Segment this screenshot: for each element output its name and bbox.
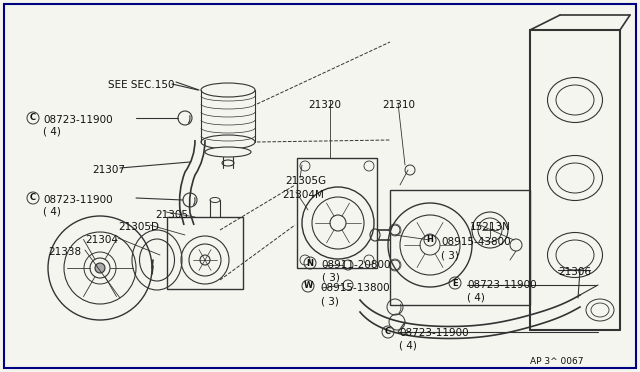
Bar [390, 190, 530, 305]
Text: H: H [427, 235, 433, 244]
Text: ( 3): ( 3) [441, 250, 459, 260]
Circle shape [330, 215, 346, 231]
Text: 21320: 21320 [308, 100, 341, 110]
Text: 08915-43800: 08915-43800 [441, 237, 511, 247]
Text: 21338: 21338 [48, 247, 81, 257]
Circle shape [95, 263, 105, 273]
Text: 21307: 21307 [92, 165, 125, 175]
Text: W: W [303, 282, 312, 291]
Text: C: C [30, 193, 36, 202]
Circle shape [200, 255, 210, 265]
Text: N: N [307, 259, 314, 267]
Text: 21304: 21304 [85, 235, 118, 245]
Text: 08915-13800: 08915-13800 [320, 283, 390, 293]
Bar [167, 217, 243, 289]
Text: SEE SEC.150: SEE SEC.150 [108, 80, 175, 90]
Text: 21310: 21310 [382, 100, 415, 110]
Text: 21306: 21306 [558, 267, 591, 277]
Text: 08911-20800: 08911-20800 [321, 260, 390, 270]
Text: ( 4): ( 4) [399, 341, 417, 351]
Text: 08723-11900: 08723-11900 [43, 115, 113, 125]
Text: C: C [30, 113, 36, 122]
Text: AP 3^ 0067: AP 3^ 0067 [530, 357, 584, 366]
Text: 08723-11900: 08723-11900 [43, 195, 113, 205]
Bar [297, 158, 377, 268]
Text: E: E [452, 279, 458, 288]
Circle shape [90, 258, 110, 278]
Text: ( 4): ( 4) [43, 126, 61, 136]
Circle shape [420, 235, 440, 255]
Text: 08723-11900: 08723-11900 [467, 280, 536, 290]
Text: C: C [385, 327, 391, 337]
Text: 21305G: 21305G [285, 176, 326, 186]
Text: 15213N: 15213N [470, 222, 511, 232]
Text: ( 4): ( 4) [43, 207, 61, 217]
Text: 21304M: 21304M [282, 190, 324, 200]
Text: 08723-11900: 08723-11900 [399, 328, 468, 338]
Text: ( 4): ( 4) [467, 293, 485, 303]
Text: 21305D: 21305D [118, 222, 159, 232]
Ellipse shape [205, 147, 251, 157]
Text: ( 3): ( 3) [321, 296, 339, 306]
Text: ( 3): ( 3) [322, 273, 340, 283]
Text: 21305: 21305 [155, 210, 188, 220]
